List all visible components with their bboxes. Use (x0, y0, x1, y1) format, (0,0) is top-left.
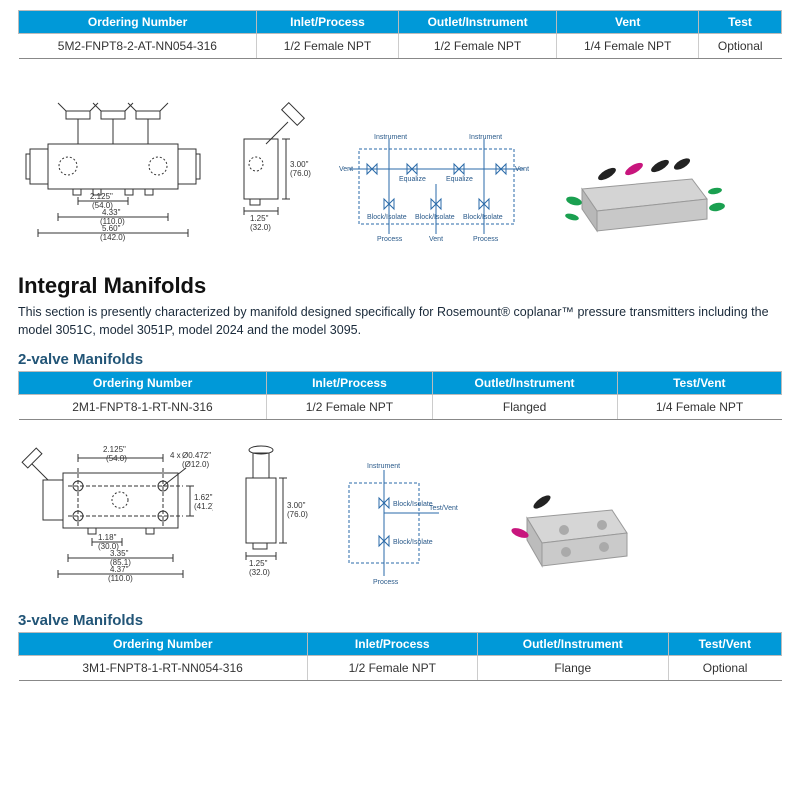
svg-text:Equalize: Equalize (446, 176, 473, 183)
diagram-row-2valve: 2.125" (54.0) 4 x Ø0.472" (Ø12.0) 1.62" … (18, 428, 782, 588)
svg-text:(32.0): (32.0) (250, 223, 271, 232)
col-outlet: Outlet/Instrument (477, 633, 668, 656)
svg-text:Vent: Vent (339, 166, 353, 173)
svg-text:2.125": 2.125" (90, 192, 113, 201)
svg-text:Process: Process (473, 236, 499, 243)
svg-text:Vent: Vent (429, 236, 443, 243)
svg-text:Process: Process (377, 236, 403, 243)
col-outlet: Outlet/Instrument (432, 372, 617, 395)
col-ordering: Ordering Number (19, 11, 257, 34)
svg-text:Test/Vent: Test/Vent (429, 505, 458, 512)
svg-text:4.37": 4.37" (110, 565, 129, 574)
svg-text:Instrument: Instrument (367, 463, 400, 470)
front-view-5valve-icon: 2.125" (54.0) 4.33" (110.0) 5.60" (142.0… (18, 89, 208, 249)
svg-text:1.25": 1.25" (249, 559, 268, 568)
svg-text:1.25": 1.25" (250, 214, 269, 223)
section-title: Integral Manifolds (18, 273, 782, 299)
col-test: Test (698, 11, 781, 34)
spec-table-2valve: Ordering Number Inlet/Process Outlet/Ins… (18, 371, 782, 420)
col-testvent: Test/Vent (668, 633, 781, 656)
svg-text:3.35": 3.35" (110, 549, 129, 558)
svg-text:Block/Isolate: Block/Isolate (415, 214, 455, 221)
svg-text:4 x: 4 x (170, 451, 181, 460)
spec-table-3valve: Ordering Number Inlet/Process Outlet/Ins… (18, 632, 782, 681)
render-5valve-icon (552, 139, 732, 249)
svg-text:Vent: Vent (515, 166, 529, 173)
svg-text:Block/Isolate: Block/Isolate (393, 501, 433, 508)
svg-text:(41.2): (41.2) (194, 502, 213, 511)
table-row: 3M1-FNPT8-1-RT-NN054-316 1/2 Female NPT … (19, 656, 782, 681)
render-2valve-icon (492, 478, 642, 588)
svg-text:Equalize: Equalize (399, 176, 426, 183)
svg-text:1.18": 1.18" (98, 533, 117, 542)
col-inlet: Inlet/Process (307, 633, 477, 656)
svg-text:(76.0): (76.0) (287, 510, 308, 519)
svg-text:(32.0): (32.0) (249, 568, 270, 577)
col-vent: Vent (557, 11, 699, 34)
svg-text:3.00": 3.00" (290, 160, 309, 169)
col-testvent: Test/Vent (617, 372, 781, 395)
svg-text:Ø0.472": Ø0.472" (182, 451, 211, 460)
svg-text:(110.0): (110.0) (108, 574, 133, 583)
side-view-2valve-icon: 3.00" (76.0) 1.25" (32.0) (231, 438, 311, 588)
col-inlet: Inlet/Process (257, 11, 399, 34)
front-view-2valve-icon: 2.125" (54.0) 4 x Ø0.472" (Ø12.0) 1.62" … (18, 428, 213, 588)
svg-text:(142.0): (142.0) (100, 233, 126, 242)
col-outlet: Outlet/Instrument (398, 11, 557, 34)
svg-text:5.60": 5.60" (102, 224, 121, 233)
col-inlet: Inlet/Process (267, 372, 432, 395)
side-view-5valve-icon: 3.00" (76.0) 1.25" (32.0) (226, 89, 321, 249)
section-description: This section is presently characterized … (18, 303, 782, 339)
svg-text:3.00": 3.00" (287, 501, 306, 510)
diagram-row-5valve: 2.125" (54.0) 4.33" (110.0) 5.60" (142.0… (18, 89, 782, 249)
svg-text:Block/Isolate: Block/Isolate (393, 539, 433, 546)
svg-text:(76.0): (76.0) (290, 169, 311, 178)
svg-text:1.62": 1.62" (194, 493, 213, 502)
svg-text:Instrument: Instrument (374, 134, 407, 141)
svg-text:2.125": 2.125" (103, 445, 126, 454)
svg-text:(Ø12.0): (Ø12.0) (182, 460, 209, 469)
col-ordering: Ordering Number (19, 372, 267, 395)
table-row: 2M1-FNPT8-1-RT-NN-316 1/2 Female NPT Fla… (19, 395, 782, 420)
svg-text:Instrument: Instrument (469, 134, 502, 141)
col-ordering: Ordering Number (19, 633, 308, 656)
svg-text:Block/Isolate: Block/Isolate (367, 214, 407, 221)
svg-text:(54.0): (54.0) (106, 454, 127, 463)
spec-table-5valve: Ordering Number Inlet/Process Outlet/Ins… (18, 10, 782, 59)
table-row: 5M2-FNPT8-2-AT-NN054-316 1/2 Female NPT … (19, 34, 782, 59)
schematic-5valve-icon: Instrument Instrument Vent Vent Equalize… (339, 129, 534, 249)
svg-text:4.33": 4.33" (102, 208, 121, 217)
svg-text:Block/Isolate: Block/Isolate (463, 214, 503, 221)
svg-text:Process: Process (373, 579, 399, 586)
schematic-2valve-icon: Instrument Test/Vent Block/Isolate Block… (329, 458, 474, 588)
subheading-2valve: 2-valve Manifolds (18, 351, 782, 368)
subheading-3valve: 3-valve Manifolds (18, 612, 782, 629)
